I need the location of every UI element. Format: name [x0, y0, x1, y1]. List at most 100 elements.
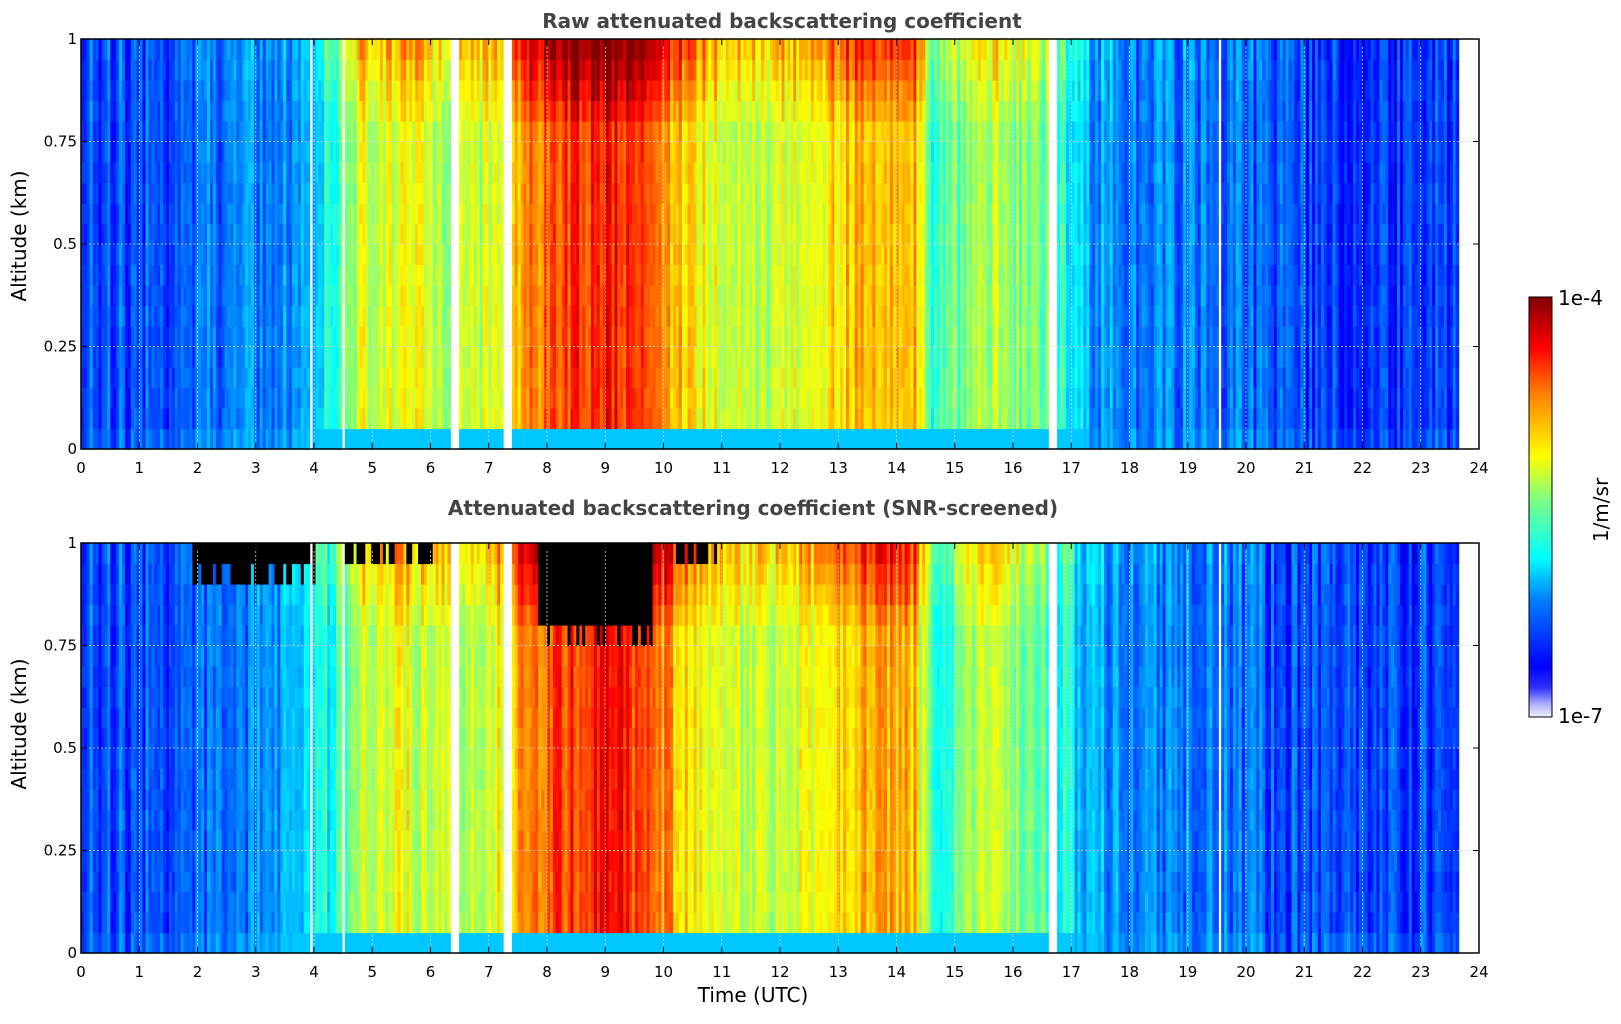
heat-cell — [256, 408, 261, 430]
heat-cell — [324, 141, 328, 163]
heat-cell — [136, 182, 141, 204]
heat-cell — [154, 80, 158, 102]
heat-cell — [116, 428, 120, 450]
heat-cell — [95, 244, 100, 266]
heat-cell — [204, 80, 208, 102]
heat-cell — [336, 367, 340, 389]
heat-cell — [283, 223, 287, 245]
heat-cell — [286, 264, 290, 286]
heat-cell — [212, 285, 217, 307]
heat-cell — [338, 285, 343, 307]
heat-cell — [183, 80, 188, 102]
heat-cell — [201, 367, 205, 389]
heat-cell — [221, 39, 226, 61]
heat-cell — [127, 367, 132, 389]
heat-cell — [274, 162, 278, 184]
heat-cell — [148, 326, 152, 348]
heat-cell — [86, 285, 91, 307]
heat-cell — [195, 223, 199, 245]
heat-cell — [224, 141, 229, 163]
heat-cell — [312, 367, 317, 389]
heat-cell — [286, 182, 290, 204]
heat-cell — [315, 39, 320, 61]
heat-cell — [127, 39, 132, 61]
heat-cell — [157, 39, 161, 61]
heat-cell — [107, 203, 111, 225]
heat-cell — [239, 141, 243, 163]
heat-cell — [101, 326, 106, 348]
heat-cell — [215, 121, 220, 143]
heat-cell — [81, 408, 85, 430]
heat-cell — [327, 203, 331, 225]
heat-cell — [333, 141, 337, 163]
heat-cell — [113, 59, 117, 81]
heat-cell — [259, 121, 264, 143]
heat-cell — [163, 367, 167, 389]
heat-cell — [271, 285, 276, 307]
heat-cell — [201, 121, 205, 143]
heat-cell — [303, 182, 308, 204]
heat-cell — [218, 59, 223, 81]
heat-cell — [253, 80, 258, 102]
heat-cell — [303, 39, 308, 61]
heat-cell — [271, 162, 276, 184]
heat-cell — [280, 428, 284, 450]
heat-cell — [192, 121, 196, 143]
heat-cell — [95, 223, 100, 245]
heat-cell — [95, 182, 100, 204]
heat-cell — [101, 182, 106, 204]
heat-cell — [242, 39, 246, 61]
heat-cell — [95, 408, 100, 430]
heat-cell — [292, 244, 296, 266]
heat-cell — [171, 59, 176, 81]
heat-cell — [198, 387, 202, 409]
heat-cell — [145, 182, 150, 204]
heat-cell — [127, 162, 132, 184]
heat-cell — [224, 428, 229, 450]
heat-cell — [233, 264, 237, 286]
heat-cell — [230, 121, 235, 143]
heat-cell — [233, 428, 237, 450]
heat-cell — [195, 162, 199, 184]
heat-cell — [262, 367, 267, 389]
heat-cell — [274, 387, 278, 409]
heat-cell — [151, 59, 155, 81]
heat-cell — [242, 223, 246, 245]
heat-cell — [233, 346, 237, 368]
heat-cell — [104, 428, 108, 450]
heat-cell — [127, 408, 132, 430]
heat-cell — [256, 182, 261, 204]
heat-cell — [174, 203, 179, 225]
heat-cell — [177, 80, 182, 102]
heat-cell — [338, 244, 343, 266]
heat-cell — [195, 264, 199, 286]
heat-cell — [130, 141, 135, 163]
heat-cell — [198, 244, 202, 266]
heat-cell — [157, 182, 161, 204]
heat-cell — [83, 141, 88, 163]
heat-cell — [122, 121, 126, 143]
heat-cell — [107, 59, 111, 81]
heat-cell — [265, 305, 270, 327]
heat-cell — [265, 326, 270, 348]
heat-cell — [113, 182, 117, 204]
heat-cell — [256, 428, 261, 450]
heat-cell — [174, 39, 179, 61]
heat-cell — [330, 408, 334, 430]
heat-cell — [256, 387, 261, 409]
heat-cell — [174, 326, 179, 348]
heat-cell — [230, 162, 235, 184]
heat-cell — [160, 141, 164, 163]
heat-cell — [157, 367, 161, 389]
heat-cell — [338, 264, 343, 286]
heat-cell — [198, 264, 202, 286]
heat-cell — [195, 182, 199, 204]
heat-cell — [265, 408, 270, 430]
heat-cell — [168, 408, 173, 430]
heat-cell — [174, 264, 179, 286]
heat-cell — [330, 80, 334, 102]
heat-cell — [300, 326, 305, 348]
heat-cell — [133, 59, 138, 81]
heat-cell — [98, 285, 103, 307]
heat-cell — [218, 223, 223, 245]
